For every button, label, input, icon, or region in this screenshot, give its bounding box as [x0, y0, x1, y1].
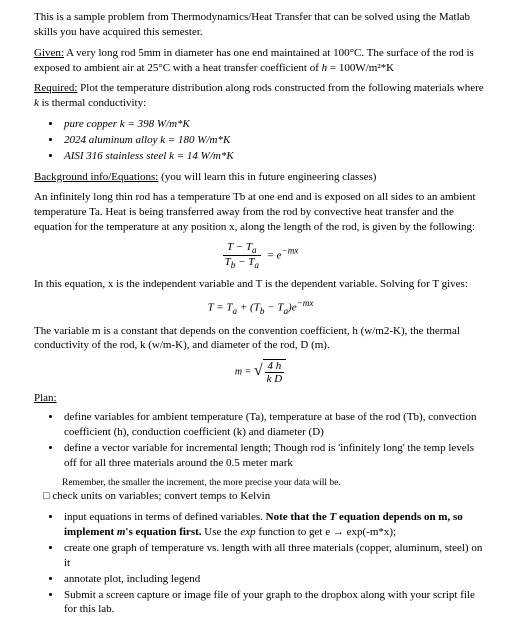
equation-2: T = Ta + (Tb − Ta)e−mx	[34, 297, 487, 317]
material-steel: AISI 316 stainless steel k = 14 W/m*K	[64, 150, 234, 162]
eq3-den: k D	[265, 373, 285, 385]
material-aluminum: 2024 aluminum alloy k = 180 W/m*K	[64, 134, 230, 146]
eq1-numerator: T − Ta	[223, 241, 261, 256]
given-paragraph: Given: A very long rod 5mm in diameter h…	[34, 46, 487, 76]
list-item: input equations in terms of defined vari…	[62, 510, 487, 540]
eq1-denominator: Tb − Ta	[223, 256, 261, 270]
eq3-num: 4 h	[265, 360, 285, 373]
sqrt-icon: √	[254, 363, 263, 379]
required-paragraph: Required: Plot the temperature distribut…	[34, 81, 487, 111]
list-item: define variables for ambient temperature…	[62, 410, 487, 440]
document-page: This is a sample problem from Thermodyna…	[0, 0, 509, 643]
list-item: 2024 aluminum alloy k = 180 W/m*K	[62, 133, 487, 148]
eq3-lhs: m =	[235, 367, 254, 378]
intro-paragraph: This is a sample problem from Thermodyna…	[34, 10, 487, 40]
given-hval: = 100W/m²*K	[327, 62, 394, 74]
list-item: AISI 316 stainless steel k = 14 W/m*K	[62, 149, 487, 164]
eq2-text: T = T	[208, 302, 233, 314]
required-label: Required:	[34, 82, 77, 94]
eq1-exp: −mx	[282, 246, 299, 256]
background-para-1: An infinitely long thin rod has a temper…	[34, 190, 487, 235]
plan-eq-pre: input equations in terms of defined vari…	[64, 511, 266, 523]
background-label: Background info/Equations:	[34, 171, 158, 183]
plan-eq-b3: 's equation first.	[125, 526, 201, 538]
materials-list: pure copper k = 398 W/m*K 2024 aluminum …	[34, 117, 487, 164]
list-item: create one graph of temperature vs. leng…	[62, 541, 487, 571]
required-text: Plot the temperature distribution along …	[77, 82, 483, 94]
list-item: pure copper k = 398 W/m*K	[62, 117, 487, 132]
material-copper: pure copper k = 398 W/m*K	[64, 118, 190, 130]
plan-small-note: Remember, the smaller the increment, the…	[62, 477, 487, 490]
plan-units-note-row: □ check units on variables; convert temp…	[43, 489, 487, 504]
list-item: annotate plot, including legend	[62, 572, 487, 587]
plan-heading: Plan:	[34, 391, 487, 406]
list-item: define a vector variable for incremental…	[62, 441, 487, 471]
required-text2: is thermal conductivity:	[39, 97, 146, 109]
plan-eq-expfn: exp	[240, 526, 255, 538]
background-para-2: In this equation, x is the independent v…	[34, 277, 487, 292]
equation-1: T − Ta Tb − Ta = e−mx	[34, 241, 487, 271]
plan-list-b: input equations in terms of defined vari…	[34, 510, 487, 617]
given-text: A very long rod 5mm in diameter has one …	[34, 47, 474, 74]
background-heading: Background info/Equations: (you will lea…	[34, 170, 487, 185]
plan-units-note: check units on variables; convert temps …	[52, 490, 270, 502]
background-para-3: The variable m is a constant that depend…	[34, 324, 487, 354]
equation-3: m = √ 4 h k D	[34, 359, 487, 385]
plan-eq-b1: Note that the	[266, 511, 330, 523]
plan-list-a: define variables for ambient temperature…	[34, 410, 487, 470]
given-label: Given:	[34, 47, 64, 59]
plan-eq-post2: function to get e → exp(-m*x);	[256, 526, 397, 538]
list-item: Submit a screen capture or image file of…	[62, 588, 487, 618]
eq2-exp: −mx	[297, 298, 314, 308]
plan-eq-T: T	[329, 511, 338, 523]
eq3-sqrt: 4 h k D	[263, 359, 287, 385]
background-note: (you will learn this in future engineeri…	[158, 171, 376, 183]
eq1-fraction: T − Ta Tb − Ta	[223, 241, 261, 271]
checkbox-icon: □	[43, 490, 52, 502]
eq1-rhs: = e	[266, 249, 281, 261]
plan-eq-post: Use the	[202, 526, 241, 538]
plan-remember-note: Remember, the smaller the increment, the…	[62, 477, 487, 490]
